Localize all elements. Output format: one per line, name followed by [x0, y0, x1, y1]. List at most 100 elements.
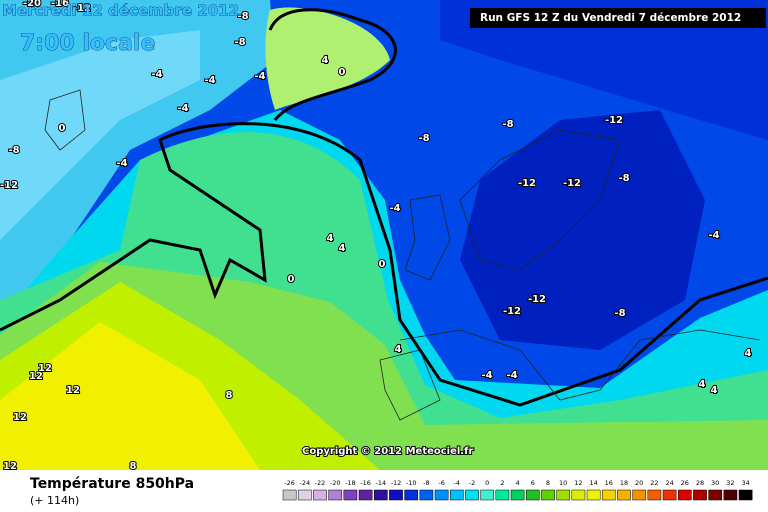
colorbar-swatch [510, 489, 525, 501]
isotherm-label: 4 [699, 379, 706, 390]
date: Mercredi 12 décembre 2012 [2, 2, 239, 20]
isotherm-label: -12 [503, 306, 521, 317]
colorbar-tick-label: 22 [650, 479, 658, 487]
isotherm-label: -4 [204, 75, 215, 86]
colorbar-swatch [662, 489, 677, 501]
isotherm-label: 0 [379, 259, 386, 270]
cold-zone [440, 0, 768, 140]
isotherm-label: 12 [13, 412, 27, 423]
cool-zone [0, 30, 200, 240]
colorbar-tick-label: -16 [360, 479, 371, 487]
colorbar-tick-label: -2 [469, 479, 475, 487]
colorbar-swatch [693, 489, 707, 501]
isotherm-label: 8 [130, 461, 137, 472]
isotherm-label: 0 [59, 123, 66, 134]
isotherm-label: -4 [177, 103, 188, 114]
isotherm-label: -4 [116, 158, 127, 169]
colorbar-tick-label: 4 [516, 479, 520, 487]
footer: Température 850hPa (+ 114h) -26 -24 -22 -20… [0, 470, 768, 512]
isotherm-label: -16 [51, 0, 69, 9]
colorbar-swatch [586, 489, 601, 501]
colorbar-tick-label: 0 [485, 479, 489, 487]
colorbar-swatch [449, 489, 464, 501]
colorbar-swatch [556, 489, 571, 501]
coastlines [44, 89, 761, 421]
colorbar-tick-label: 18 [620, 479, 628, 487]
colorbar-tick-label: 26 [681, 479, 689, 487]
isotherm-label: -8 [8, 145, 19, 156]
isotherm-label: -20 [23, 0, 41, 9]
colorbar-swatch [358, 489, 373, 501]
colorbar-swatch [677, 489, 692, 501]
colorbar-tick-label: 20 [635, 479, 643, 487]
colorbar-tick-label: 28 [696, 479, 704, 487]
colorbar-swatch [343, 489, 358, 501]
colorbar-swatch [525, 489, 540, 501]
isotherm-label: -4 [389, 203, 400, 214]
run-box [470, 8, 766, 28]
isotherm-label: -12 [528, 294, 546, 305]
colorbar-tick-label: -6 [438, 479, 444, 487]
isotherm-label: -4 [151, 69, 162, 80]
colorbar-tick-label: 8 [546, 479, 550, 487]
colorbar-tick-label: -24 [299, 479, 310, 487]
colorbar-tick-label: 2 [500, 479, 504, 487]
colorbar-tick-label: -14 [375, 479, 386, 487]
field-title: Température 850hPa [30, 476, 194, 492]
colorbar-swatch [282, 489, 297, 501]
run-info: Run GFS 12 Z du Vendredi 7 décembre 2012 [480, 12, 741, 24]
colorbar: -26 -24 -22 -20 -18 -16 -14 -12 -10 -8 -6 -4 -2 0 2 4 6 8… [282, 479, 753, 501]
isotherm-label: -8 [234, 37, 245, 48]
colorbar-swatch [389, 489, 403, 501]
zero-isotherm [0, 122, 768, 407]
zero-isotherm [268, 8, 397, 121]
isotherm-label: -8 [237, 11, 248, 22]
isotherm-label: 8 [226, 390, 233, 401]
colorbar-tick-label: 10 [559, 479, 567, 487]
coastline [459, 129, 621, 271]
isotherm-label: 4 [339, 243, 346, 254]
colorbar-swatch [434, 489, 449, 501]
isotherm-labels: -20 -16 -12 -8 -8 4 0 -4 -4 -4 -4 0 -8 -4 -12 -8 -8 -12 -1… [0, 0, 753, 473]
isotherm-label: 4 [745, 348, 752, 359]
mild-zone [265, 7, 390, 110]
coastline [379, 349, 441, 421]
isotherm-label: 0 [339, 67, 346, 78]
copyright: Copyright © 2012 Meteociel.fr [302, 446, 473, 457]
colorbar-tick-label: -8 [423, 479, 429, 487]
isotherm-label: -4 [708, 230, 719, 241]
colorbar-swatch [601, 489, 616, 501]
isotherm-label: -12 [73, 3, 91, 14]
isotherm-label: 0 [288, 274, 295, 285]
isotherm-label: -8 [614, 308, 625, 319]
colorbar-swatch [297, 489, 312, 501]
coastline [399, 329, 761, 401]
colorbar-swatch [738, 489, 753, 501]
isotherm-label: -12 [0, 180, 18, 191]
warm-zone [0, 322, 260, 470]
colorbar-swatch [708, 489, 723, 501]
colorbar-swatch [313, 489, 327, 501]
lead-time: (+ 114h) [30, 494, 79, 507]
colorbar-swatch [404, 489, 419, 501]
map: -20 -16 -12 -8 -8 4 0 -4 -4 -4 -4 0 -8 -4 -12 -8 -8 -12 -1… [0, 0, 768, 473]
isotherm-label: 4 [711, 385, 718, 396]
colorbar-swatch [419, 489, 434, 501]
isotherm-label: 4 [327, 233, 334, 244]
isotherm-label: -12 [518, 178, 536, 189]
isotherm-label: 12 [3, 461, 17, 472]
isotherm-label: -8 [418, 133, 429, 144]
isotherm-label: 12 [38, 363, 52, 374]
colorbar-swatch [617, 489, 631, 501]
colorbar-tick-label: 16 [605, 479, 613, 487]
cold-zone [460, 110, 705, 350]
isotherm-label: -4 [254, 71, 265, 82]
colorbar-swatch [647, 489, 662, 501]
isotherm-label: -12 [605, 115, 623, 126]
isotherm-label: -8 [618, 173, 629, 184]
colorbar-tick-label: 24 [665, 479, 673, 487]
colorbar-tick-label: -20 [330, 479, 341, 487]
colorbar-tick-label: 12 [574, 479, 582, 487]
isotherm-label: 4 [395, 344, 402, 355]
